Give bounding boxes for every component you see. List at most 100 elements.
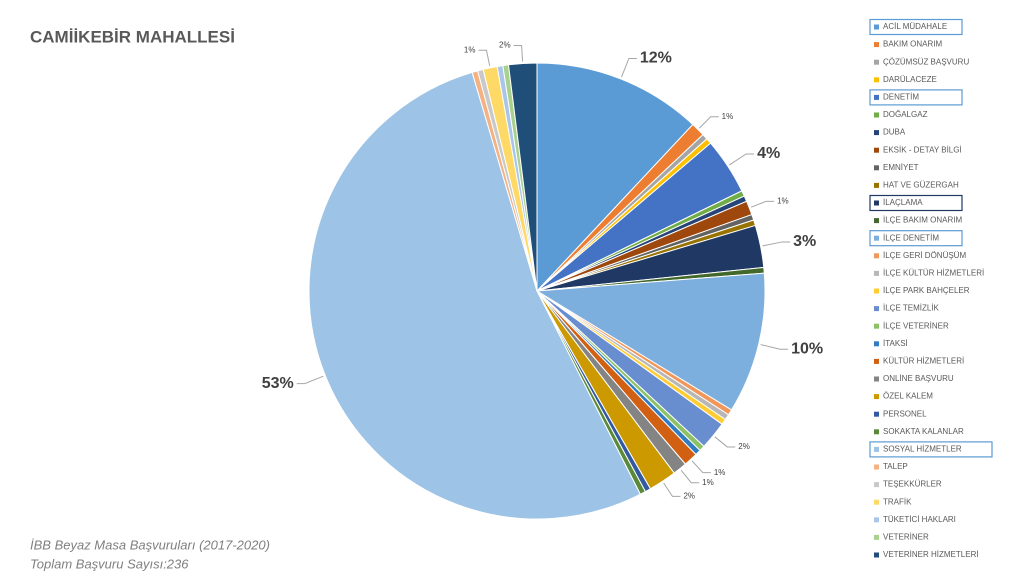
legend-highlight: [869, 89, 963, 106]
legend-label: İLÇE GERİ DÖNÜŞÜM: [883, 251, 966, 260]
legend-label: TÜKETİCİ HAKLARI: [883, 515, 956, 524]
legend-label: İLAÇLAMA: [883, 198, 923, 207]
data-label: 1%: [702, 478, 714, 487]
data-label: 12%: [640, 50, 672, 67]
legend-marker: [874, 358, 879, 364]
legend-label: TRAFİK: [883, 497, 912, 506]
legend-marker: [874, 77, 879, 83]
footnote: İBB Beyaz Masa Başvuruları (2017-2020): [30, 537, 270, 552]
legend-marker: [874, 482, 879, 488]
legend-marker: [874, 552, 879, 558]
legend-marker: [874, 429, 879, 435]
legend-label: ACİL MÜDAHALE: [883, 22, 947, 31]
legend-marker: [874, 94, 879, 100]
legend-label: HAT VE GÜZERGAH: [883, 181, 959, 190]
legend-label: İLÇE PARK BAHÇELER: [883, 286, 970, 295]
legend-marker: [874, 112, 879, 118]
legend-marker: [874, 323, 879, 329]
legend-highlight: [869, 194, 963, 212]
legend-marker: [874, 253, 879, 259]
legend-label: EMNİYET: [883, 163, 919, 172]
legend-marker: [874, 411, 879, 417]
legend-marker: [874, 464, 879, 470]
legend-marker: [874, 235, 879, 241]
legend-label: ÖZEL KALEM: [883, 392, 933, 401]
legend-label: İLÇE VETERİNER: [883, 321, 949, 330]
legend-marker: [874, 165, 879, 171]
legend-marker: [874, 182, 879, 188]
data-label: 1%: [714, 468, 726, 477]
data-label: 1%: [722, 112, 734, 121]
legend-marker: [874, 24, 879, 30]
legend-highlight: [869, 18, 963, 36]
legend-marker: [874, 147, 879, 153]
legend-label: DENETİM: [883, 93, 919, 102]
legend-marker: [874, 517, 879, 523]
legend-marker: [874, 288, 879, 294]
leader-line: [760, 344, 789, 350]
legend-label: SOSYAL HİZMETLER: [883, 445, 962, 454]
data-label: 4%: [757, 145, 780, 162]
legend-label: İTAKSİ: [883, 339, 908, 348]
data-label: 3%: [793, 233, 816, 250]
legend-marker: [874, 59, 879, 65]
legend-label: DUBA: [883, 128, 906, 137]
legend-marker: [874, 306, 879, 312]
pie-slice: [535, 272, 766, 411]
legend-label: İLÇE DENETİM: [883, 233, 939, 242]
legend-marker: [874, 341, 879, 347]
legend-label: VETERİNER HİZMETLERİ: [883, 550, 979, 559]
leader-line: [750, 200, 775, 208]
leader-line: [729, 153, 755, 166]
data-label: 10%: [791, 340, 823, 357]
leader-line: [699, 116, 719, 129]
legend-label: EKSİK - DETAY BİLGİ: [883, 145, 962, 154]
legend-marker: [874, 42, 879, 48]
pie-slice: [536, 62, 694, 293]
leader-line: [296, 375, 324, 385]
legend-marker: [874, 130, 879, 136]
legend-marker: [874, 534, 879, 540]
legend-label: İLÇE BAKIM ONARIM: [883, 216, 962, 225]
legend-marker: [874, 376, 879, 382]
data-label: 2%: [499, 41, 511, 50]
chart-title: CAMİİKEBİR MAHALLESİ: [30, 27, 235, 46]
legend-label: TEŞEKKÜRLER: [883, 480, 942, 489]
legend-label: SOKAKTA KALANLAR: [883, 427, 964, 436]
legend-label: DARÜLACEZE: [883, 75, 937, 84]
legend-marker: [874, 499, 879, 505]
legend-label: TALEP: [883, 462, 908, 471]
legend-highlight: [869, 441, 993, 458]
legend-label: İLÇE KÜLTÜR HİZMETLERİ: [883, 269, 984, 278]
legend-label: KÜLTÜR HİZMETLERİ: [883, 357, 964, 366]
leader-line: [621, 57, 637, 78]
data-label: 2%: [738, 442, 750, 451]
data-label: 1%: [777, 196, 789, 205]
legend-marker: [874, 446, 879, 452]
data-label: 53%: [262, 375, 294, 392]
data-label: 2%: [683, 491, 695, 500]
legend-label: PERSONEL: [883, 409, 927, 418]
legend-label: ONLİNE BAŞVURU: [883, 374, 954, 383]
leader-line: [478, 49, 491, 67]
legend-label: DOĞALGAZ: [883, 110, 928, 119]
legend-label: BAKIM ONARIM: [883, 40, 942, 49]
footnote: Toplam Başvuru Sayısı:236: [30, 556, 189, 571]
pie-slice: [507, 62, 538, 292]
legend-label: VETERİNER: [883, 533, 929, 542]
legend-marker: [874, 218, 879, 224]
data-label: 1%: [464, 45, 476, 54]
legend-highlight: [869, 230, 963, 247]
leader-line: [663, 482, 681, 497]
legend-marker: [874, 394, 879, 400]
leader-line: [762, 241, 791, 247]
leader-line: [691, 460, 711, 474]
legend-marker: [874, 270, 879, 276]
leader-line: [714, 436, 736, 448]
legend-label: ÇÖZÜMSÜZ BAŞVURU: [883, 57, 969, 66]
legend-marker: [874, 200, 879, 206]
leader-line: [680, 469, 700, 484]
pie-slice: [308, 71, 641, 520]
leader-line: [513, 44, 524, 62]
